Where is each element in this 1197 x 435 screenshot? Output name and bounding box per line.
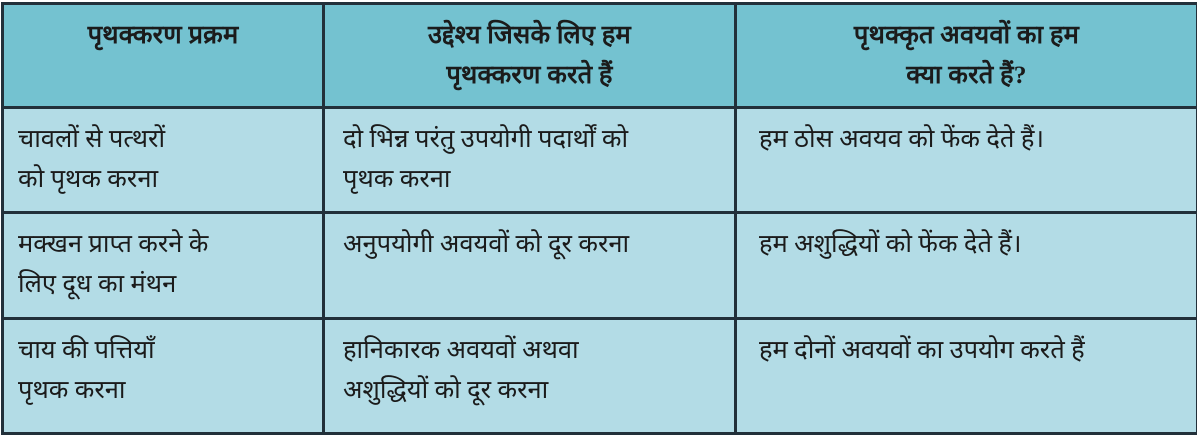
cell-purpose-text: अनुपयोगी अवयवों को दूर करना — [325, 214, 734, 264]
cell-process-text: मक्खन प्राप्त करने के लिए दूध का मंथन — [4, 214, 322, 304]
table-header: पृथक्करण प्रक्रम उद्देश्य जिसके लिए हम प… — [3, 4, 1197, 108]
cell-purpose: दो भिन्न परंतु उपयोगी पदार्थों को पृथक क… — [324, 108, 736, 213]
column-header-outcome: पृथक्कृत अवयवों का हम क्या करते हैं? — [736, 4, 1197, 108]
cell-process-text: चाय की पत्तियाँ पृथक करना — [4, 320, 322, 410]
cell-purpose: हानिकारक अवयवों अथवा अशुद्धियों को दूर क… — [324, 319, 736, 434]
cell-purpose: अनुपयोगी अवयवों को दूर करना — [324, 213, 736, 319]
cell-purpose-text: हानिकारक अवयवों अथवा अशुद्धियों को दूर क… — [325, 320, 734, 410]
column-header-purpose-label: उद्देश्य जिसके लिए हम पृथक्करण करते हैं — [325, 5, 734, 95]
table-header-row: पृथक्करण प्रक्रम उद्देश्य जिसके लिए हम प… — [3, 4, 1197, 108]
cell-process: चावलों से पत्थरों को पृथक करना — [3, 108, 324, 213]
table-row: मक्खन प्राप्त करने के लिए दूध का मंथन अन… — [3, 213, 1197, 319]
cell-process: मक्खन प्राप्त करने के लिए दूध का मंथन — [3, 213, 324, 319]
cell-outcome: हम अशुद्धियों को फेंक देते हैं। — [736, 213, 1197, 319]
column-header-process: पृथक्करण प्रक्रम — [3, 4, 324, 108]
cell-process-text: चावलों से पत्थरों को पृथक करना — [4, 109, 322, 199]
table-body: चावलों से पत्थरों को पृथक करना दो भिन्न … — [3, 108, 1197, 434]
column-header-outcome-label: पृथक्कृत अवयवों का हम क्या करते हैं? — [737, 5, 1196, 95]
cell-outcome: हम ठोस अवयव को फेंक देते हैं। — [736, 108, 1197, 213]
cell-outcome-text: हम अशुद्धियों को फेंक देते हैं। — [737, 214, 1196, 264]
cell-purpose-text: दो भिन्न परंतु उपयोगी पदार्थों को पृथक क… — [325, 109, 734, 199]
cell-outcome-text: हम ठोस अवयव को फेंक देते हैं। — [737, 109, 1196, 159]
cell-outcome: हम दोनों अवयवों का उपयोग करते हैं — [736, 319, 1197, 434]
cell-outcome-text: हम दोनों अवयवों का उपयोग करते हैं — [737, 320, 1196, 370]
column-header-purpose: उद्देश्य जिसके लिए हम पृथक्करण करते हैं — [324, 4, 736, 108]
table-row: चावलों से पत्थरों को पृथक करना दो भिन्न … — [3, 108, 1197, 213]
column-header-process-label: पृथक्करण प्रक्रम — [4, 5, 322, 55]
table-row: चाय की पत्तियाँ पृथक करना हानिकारक अवयवो… — [3, 319, 1197, 434]
cell-process: चाय की पत्तियाँ पृथक करना — [3, 319, 324, 434]
